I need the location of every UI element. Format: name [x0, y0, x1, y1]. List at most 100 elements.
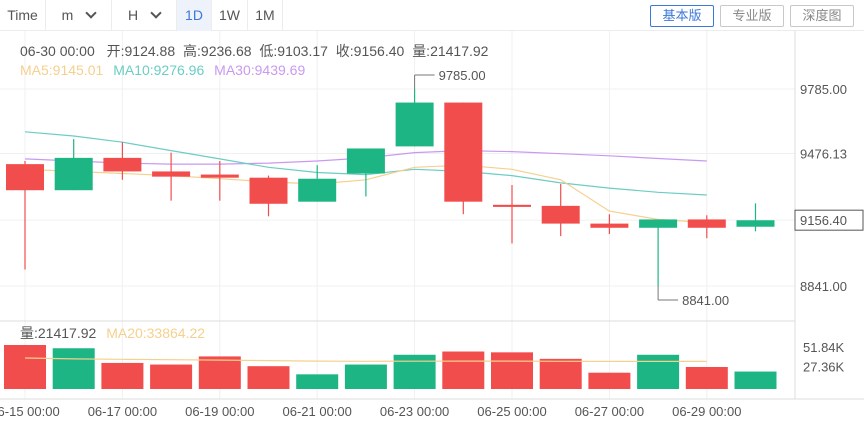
time-tick-label: 06-21 00:00 [282, 404, 351, 419]
current-price-box [794, 209, 864, 231]
candle-body [346, 148, 385, 174]
candle [249, 175, 288, 217]
high-marker-label: 9785.00 [439, 68, 486, 83]
price-tick-label: 9785.00 [800, 82, 847, 97]
candle [298, 165, 337, 202]
candle [54, 139, 93, 191]
time-axis: 06-15 00:00 06-17 00:00 06-19 00:00 06-21 0… [0, 404, 742, 419]
svg-text:06-30 00:00 开:9124.88: 06-30 00:00 开:9124.88 高:9236.68 低:9103.1… [20, 43, 489, 59]
time-tick-label: 06-19 00:00 [185, 404, 254, 419]
volume-bar [4, 345, 46, 389]
time-tick-label: 06-23 00:00 [380, 404, 449, 419]
volume-bar [296, 374, 339, 389]
minute-interval-label: m [61, 7, 74, 23]
hour-interval-label: H [127, 7, 139, 23]
candle [493, 184, 531, 244]
volume-bar [637, 354, 680, 389]
svg-text:量:21417.92 MA20:33864.22: 量:21417.92 MA20:33864.22 [20, 325, 205, 341]
grid-lines [0, 31, 795, 399]
legend-ma30: MA30:9439.69 [214, 62, 305, 78]
candle [395, 89, 434, 147]
time-label: Time [0, 0, 46, 31]
period-tab-1w[interactable]: 1W [212, 0, 248, 31]
candle-body [200, 174, 239, 178]
volume-bar [101, 362, 144, 389]
info-low: 低:9103.17 [259, 43, 328, 59]
extreme-markers: 9785.00 8841.00 [414, 68, 729, 308]
price-tick-label: 8841.00 [800, 279, 847, 294]
candle-body [298, 178, 337, 202]
volume-bar [685, 367, 728, 389]
candle [346, 148, 385, 197]
volume-bar [442, 351, 485, 389]
low-marker-label: 8841.00 [682, 293, 729, 308]
info-close: 收:9156.40 [336, 43, 405, 59]
candle [6, 160, 44, 270]
candle-body [6, 164, 44, 191]
volume-bar [52, 348, 95, 389]
candlestick-chart[interactable]: 9785.00 9476.13 9156.40 8841.00 51.84K 27.36K… [0, 31, 864, 431]
view-depth-button[interactable]: 深度图 [790, 5, 854, 27]
minute-interval-select[interactable]: m [46, 0, 112, 31]
volume-bars [4, 345, 777, 389]
candle [590, 214, 629, 235]
candle-body [590, 223, 629, 228]
volume-ma20-line [24, 357, 707, 362]
candle-body [639, 219, 678, 228]
hour-interval-select[interactable]: H [112, 0, 177, 31]
info-high: 高:9236.68 [183, 43, 252, 59]
volume-label: 量:21417.92 [20, 325, 96, 341]
chevron-down-icon [150, 7, 162, 19]
volume-bar [198, 356, 241, 389]
legend-ma5: MA5:9145.01 [20, 62, 103, 78]
volume-bar [393, 354, 436, 389]
candle [639, 219, 678, 286]
candle-body [687, 219, 726, 228]
volume-bar [150, 364, 193, 389]
period-tab-1d[interactable]: 1D [177, 0, 212, 31]
info-open: 开:9124.88 [107, 43, 176, 59]
period-tab-1m[interactable]: 1M [248, 0, 283, 31]
svg-text:MA5:9145.01 MA10:9276.96: MA5:9145.01 MA10:9276.96 MA30:9439.69 [20, 62, 305, 78]
candle [103, 142, 142, 180]
view-basic-button[interactable]: 基本版 [650, 5, 714, 27]
info-volume: 量:21417.92 [412, 43, 488, 59]
candle-body [541, 205, 580, 224]
candle-body [444, 102, 483, 202]
candles [6, 89, 775, 286]
candle-body [152, 171, 191, 177]
candle-body [54, 157, 93, 191]
candle-body [493, 204, 531, 207]
axes [0, 31, 864, 400]
time-tick-label: 06-29 00:00 [672, 404, 741, 419]
candle-body [395, 102, 434, 147]
candle-body [249, 177, 288, 204]
time-tick-label: 06-17 00:00 [88, 404, 157, 419]
volume-bar [247, 366, 290, 389]
price-tick-label: 9476.13 [800, 146, 847, 161]
candle [736, 203, 775, 232]
view-pro-button[interactable]: 专业版 [720, 5, 784, 27]
candle [444, 102, 483, 215]
volume-tick-label: 27.36K [803, 360, 845, 375]
legend-ma20: MA20:33864.22 [106, 325, 205, 341]
candle [152, 152, 191, 201]
time-tick-label: 06-27 00:00 [575, 404, 644, 419]
candle-body [103, 157, 142, 172]
volume-bar [734, 371, 777, 389]
info-date: 06-30 00:00 [20, 43, 95, 59]
volume-bar [588, 372, 631, 389]
time-tick-label: 06-15 00:00 [0, 404, 60, 419]
time-tick-label: 06-25 00:00 [477, 404, 546, 419]
volume-tick-label: 51.84K [803, 340, 845, 355]
volume-bar [344, 364, 387, 389]
legend-ma10: MA10:9276.96 [113, 62, 204, 78]
candle-body [736, 220, 775, 227]
toolbar: Time m H 1D 1W 1M 基本版 专业版 深度图 [0, 0, 864, 31]
candle [541, 183, 580, 237]
volume-bar [539, 358, 582, 389]
price-axis: 9785.00 9476.13 9156.40 8841.00 51.84K 27.36K [794, 82, 864, 375]
candle [687, 215, 726, 239]
current-price-label: 9156.40 [800, 213, 847, 228]
candle [200, 160, 239, 201]
